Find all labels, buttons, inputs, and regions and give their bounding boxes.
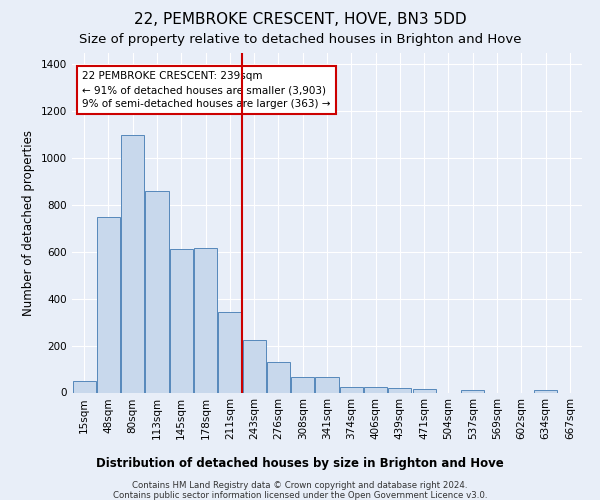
Text: Contains public sector information licensed under the Open Government Licence v3: Contains public sector information licen… (113, 491, 487, 500)
Bar (413, 389, 436, 392)
Bar (170, 250, 193, 392)
Bar (121, 134, 144, 392)
Bar (316, 378, 338, 392)
Text: Size of property relative to detached houses in Brighton and Hove: Size of property relative to detached ho… (79, 32, 521, 46)
Bar (534, 390, 557, 392)
Bar (242, 340, 266, 392)
Bar (291, 378, 314, 392)
Bar (97, 216, 120, 392)
Bar (145, 191, 169, 392)
Text: Contains HM Land Registry data © Crown copyright and database right 2024.: Contains HM Land Registry data © Crown c… (132, 481, 468, 490)
Bar (340, 386, 363, 392)
Bar (194, 248, 217, 392)
Text: 22, PEMBROKE CRESCENT, HOVE, BN3 5DD: 22, PEMBROKE CRESCENT, HOVE, BN3 5DD (134, 12, 466, 28)
Y-axis label: Number of detached properties: Number of detached properties (22, 130, 35, 316)
Bar (388, 388, 412, 392)
Bar (364, 386, 387, 392)
Text: Distribution of detached houses by size in Brighton and Hove: Distribution of detached houses by size … (96, 458, 504, 470)
Bar (218, 312, 241, 392)
Text: 22 PEMBROKE CRESCENT: 239sqm
← 91% of detached houses are smaller (3,903)
9% of : 22 PEMBROKE CRESCENT: 239sqm ← 91% of de… (82, 71, 331, 109)
Bar (73, 382, 95, 392)
Bar (461, 390, 484, 392)
Bar (267, 362, 290, 392)
